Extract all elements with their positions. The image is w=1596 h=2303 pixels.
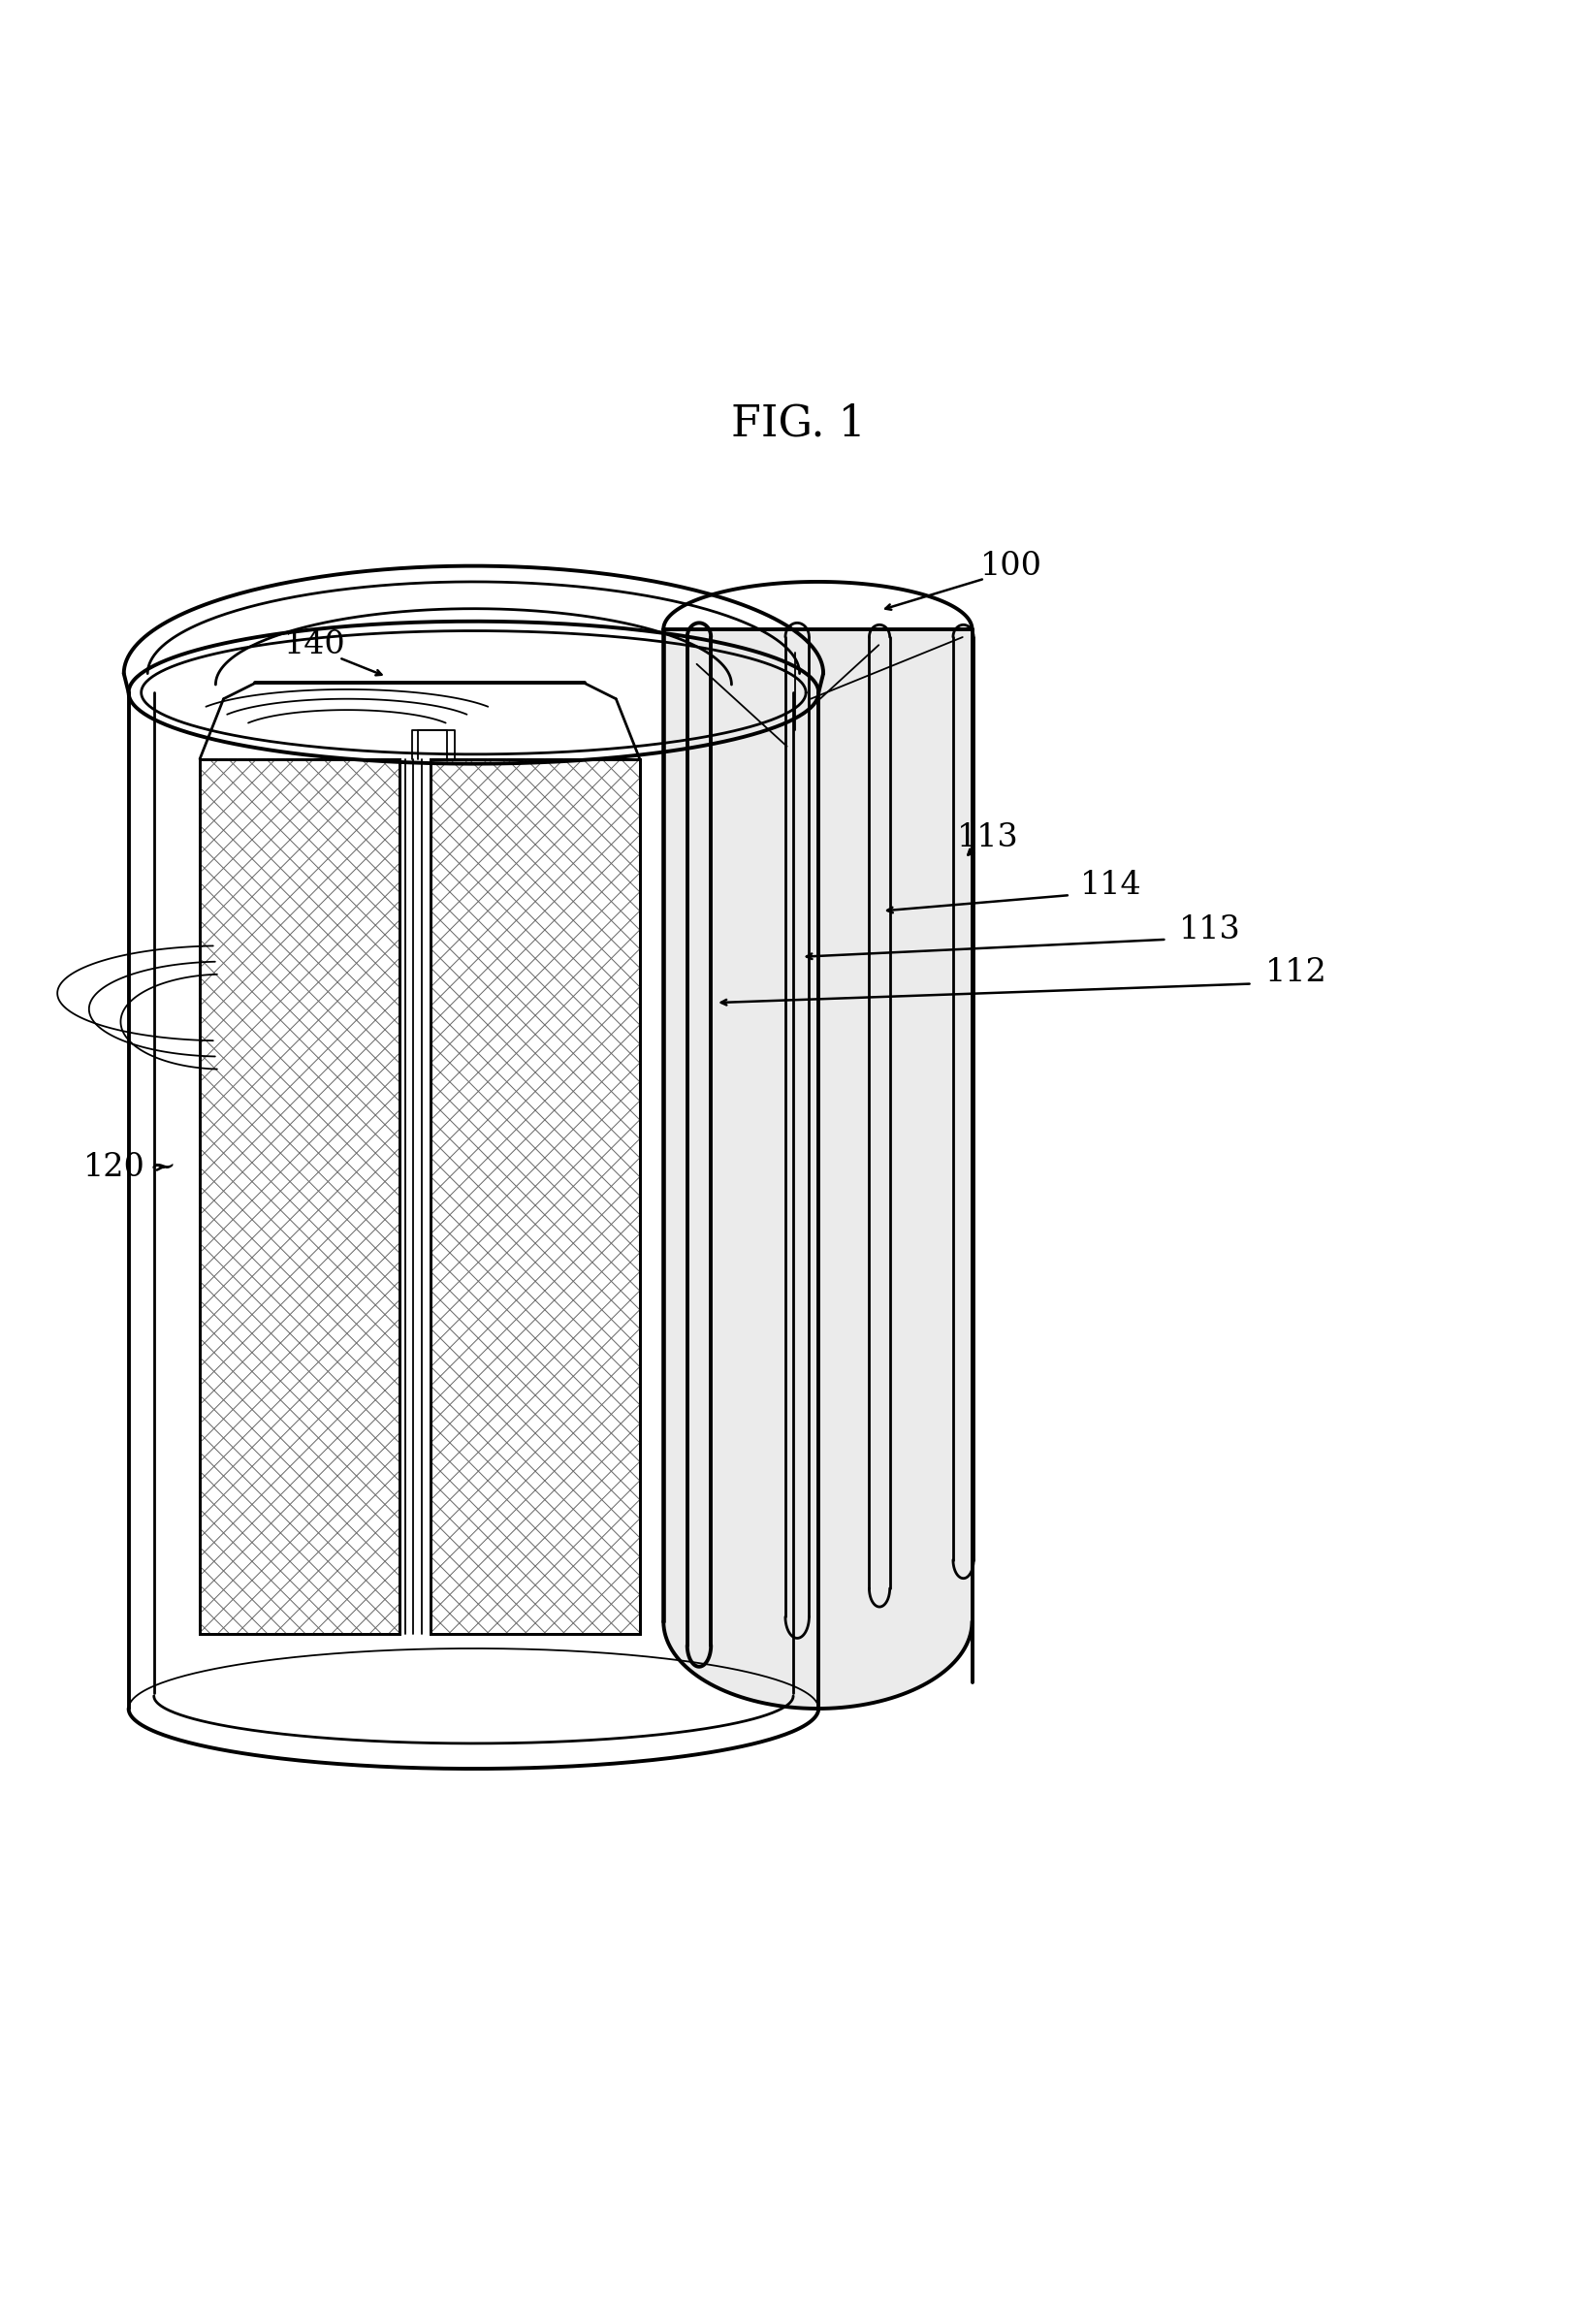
Text: 112: 112 [1266,958,1328,988]
Polygon shape [664,629,972,1709]
Bar [431,760,640,1635]
Text: 120: 120 [83,1152,145,1184]
Text: 113: 113 [1178,914,1240,947]
Text: ~: ~ [148,1152,176,1184]
Bar [431,760,640,1635]
Bar [200,760,399,1635]
Text: 113: 113 [958,822,1018,854]
Text: FIG. 1: FIG. 1 [731,403,865,444]
Text: 100: 100 [980,550,1042,580]
Text: 114: 114 [1080,871,1143,900]
Bar [200,760,399,1635]
Text: 140: 140 [284,629,346,661]
